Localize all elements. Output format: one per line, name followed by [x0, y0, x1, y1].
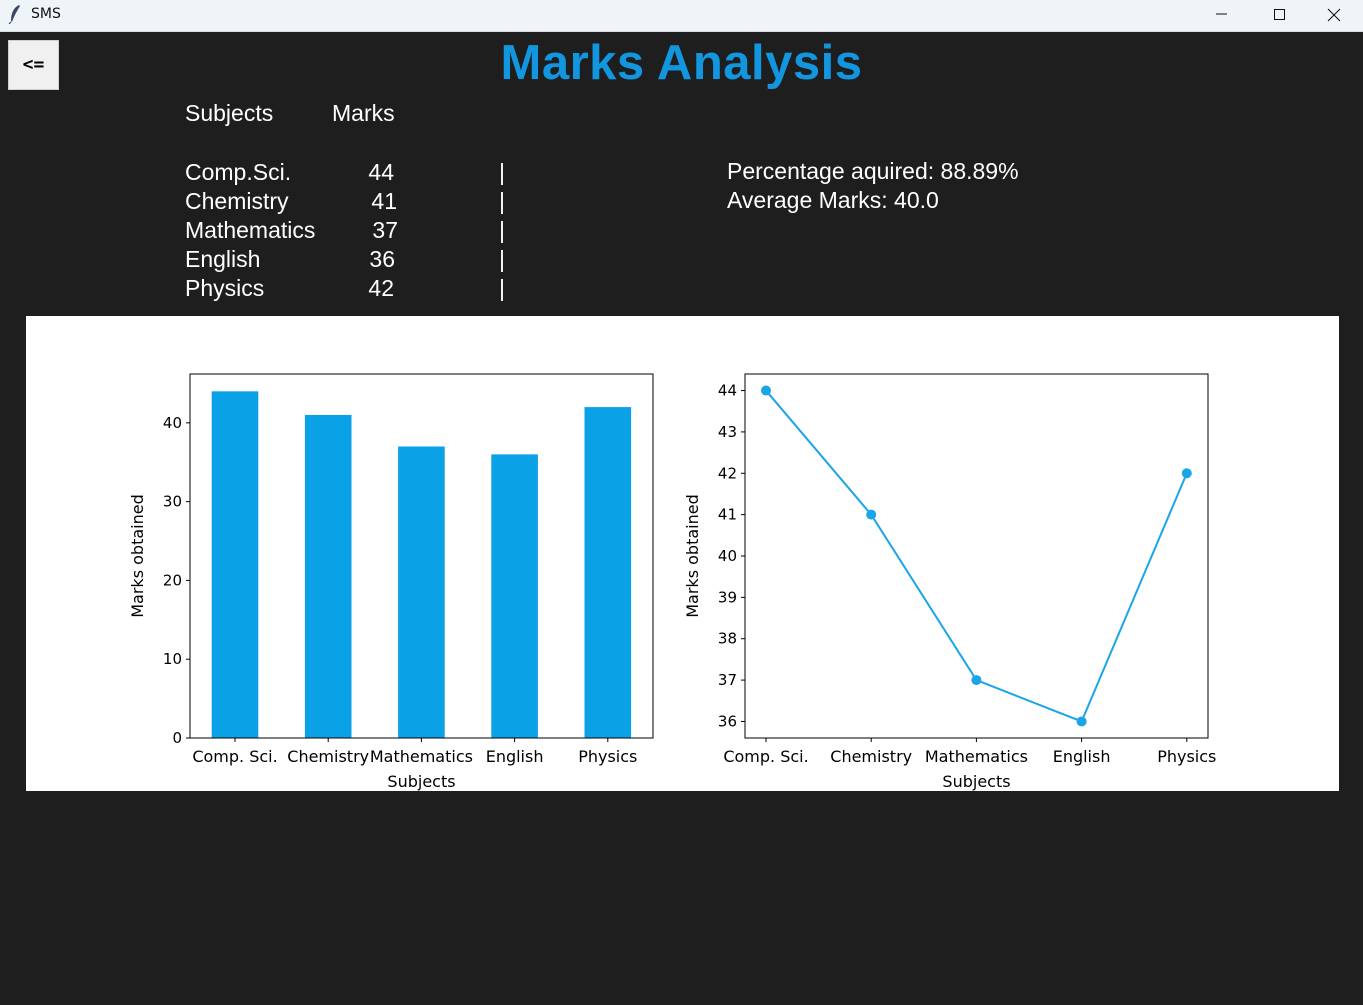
maximize-icon [1274, 9, 1285, 20]
bar-chart-y-tick-label: 40 [163, 414, 182, 432]
bar-chart-x-tick-label: Chemistry [287, 747, 369, 766]
subject-name: Physics [185, 275, 265, 301]
percentage-text: Percentage aquired: 88.89% [727, 158, 1019, 184]
line-chart-y-tick-label: 43 [718, 423, 737, 441]
subject-name: Comp.Sci. [185, 159, 292, 185]
bar-chart-x-tick-label: Physics [578, 747, 637, 766]
bar-chart-x-axis-label: Subjects [387, 772, 455, 791]
minimize-button[interactable] [1193, 0, 1251, 31]
line-chart-y-tick-label: 42 [718, 464, 737, 482]
subjects-column-header: Subjects [185, 100, 274, 126]
window-title: SMS [31, 6, 61, 22]
line-chart-point [866, 509, 877, 520]
line-chart-x-tick-label: English [1053, 747, 1111, 766]
line-chart-y-tick-label: 41 [718, 506, 737, 524]
page-title: Marks Analysis [500, 36, 863, 90]
line-chart-y-tick-label: 38 [718, 630, 737, 648]
subject-name: Mathematics [185, 217, 316, 243]
line-chart-point [971, 675, 982, 686]
line-chart-x-tick-label: Physics [1157, 747, 1216, 766]
back-button[interactable]: <= [8, 40, 59, 90]
line-chart-y-tick-label: 36 [718, 712, 737, 730]
bar-chart-y-axis-label: Marks obtained [128, 494, 147, 617]
subject-marks: 42 [368, 275, 394, 301]
subject-marks: 37 [372, 217, 398, 243]
close-button[interactable] [1305, 0, 1363, 31]
line-chart-y-tick-label: 40 [718, 547, 737, 565]
marks-column-header: Marks [332, 100, 395, 126]
bar-chart-y-tick-label: 20 [163, 571, 182, 589]
minimize-icon [1216, 13, 1227, 15]
bar-chart-x-tick-label: Comp. Sci. [192, 747, 277, 766]
line-chart-y-tick-label: 37 [718, 671, 737, 689]
bar-chart-y-tick-label: 0 [172, 729, 182, 747]
feather-icon [8, 5, 20, 24]
line-chart-point [761, 385, 771, 396]
average-text: Average Marks: 40.0 [727, 187, 939, 213]
bar-chart-bar [304, 414, 352, 738]
bar-chart-bar [491, 454, 538, 738]
line-chart-x-tick-label: Comp. Sci. [723, 747, 808, 766]
subject-marks: 36 [369, 246, 395, 272]
bar-chart-y-tick-label: 30 [163, 493, 182, 511]
line-chart-y-axis-label: Marks obtained [683, 494, 702, 617]
line-chart-y-tick-label: 39 [718, 588, 737, 606]
bar-chart-x-tick-label: Mathematics [370, 747, 473, 766]
row-separator: | [499, 159, 505, 185]
subject-name: Chemistry [185, 188, 289, 214]
line-chart-x-tick-label: Chemistry [830, 747, 912, 766]
line-chart-y-tick-label: 44 [718, 382, 737, 400]
maximize-button[interactable] [1251, 0, 1309, 31]
row-separator: | [499, 246, 505, 272]
row-separator: | [499, 217, 505, 243]
charts-panel: 0 10 20 30 40 Comp. Sci. Chemistry Mathematics E… [26, 316, 1339, 791]
bar-chart-bar [584, 407, 632, 738]
bar-chart-y-tick-label: 10 [163, 650, 182, 668]
line-chart-series-line [765, 389, 1188, 723]
close-icon [1327, 8, 1341, 22]
bar-chart-x-tick-label: English [486, 747, 544, 766]
subject-marks: 41 [371, 188, 397, 214]
line-chart-point [1076, 716, 1087, 727]
bar-chart-bar [398, 446, 445, 738]
line-chart-x-axis-label: Subjects [942, 772, 1010, 791]
line-chart-point [1181, 468, 1192, 479]
bar-chart-bar [211, 391, 259, 738]
line-chart-x-tick-label: Mathematics [925, 747, 1028, 766]
window-title-bar: SMS [0, 0, 1363, 32]
subject-marks: 44 [368, 159, 394, 185]
row-separator: | [499, 188, 505, 214]
subject-name: English [185, 246, 261, 272]
row-separator: | [499, 275, 505, 301]
